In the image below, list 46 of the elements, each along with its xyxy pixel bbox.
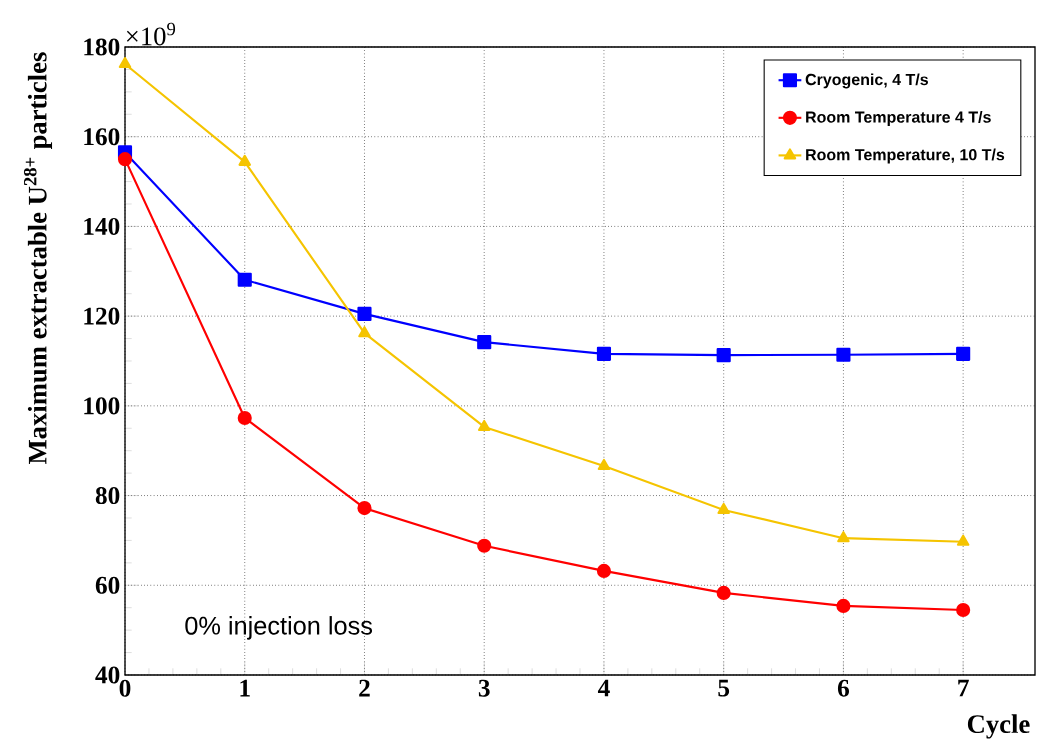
x-tick-label: 2 xyxy=(359,679,370,697)
y-tick-label: 100 xyxy=(84,397,120,415)
x-axis-title: Cycle xyxy=(967,714,1030,739)
point xyxy=(956,602,971,618)
y-tick-label: 40 xyxy=(95,666,120,684)
point xyxy=(717,502,730,514)
x-tick-label: 5 xyxy=(718,679,730,697)
point xyxy=(118,56,132,69)
y-tick-label: 140 xyxy=(84,217,120,235)
point xyxy=(477,538,492,553)
y-tick-label: 60 xyxy=(95,576,120,594)
point xyxy=(596,563,612,578)
point xyxy=(117,152,133,167)
point xyxy=(956,346,971,361)
x-tick-label: 6 xyxy=(837,679,850,697)
y-tick-label: 80 xyxy=(95,487,120,505)
x-tick-label: 1 xyxy=(240,679,250,697)
point xyxy=(596,346,612,361)
y-tick-label: 180 xyxy=(84,38,120,56)
point xyxy=(238,154,252,166)
legend-label: Room Temperature, 10 T/s xyxy=(806,148,1005,164)
y-tick-label: 160 xyxy=(84,128,120,146)
text: ×10$^{9}$ xyxy=(126,22,176,46)
y-tick-label: 120 xyxy=(84,307,120,325)
x-tick-label: 7 xyxy=(958,679,969,697)
point xyxy=(237,410,252,426)
point xyxy=(716,348,731,363)
point xyxy=(716,585,731,600)
legend-label: Cryogenic, 4 T/s xyxy=(805,73,928,89)
point xyxy=(357,306,372,321)
y-axis-title: Maximum extractable U$^{28+}$ particles xyxy=(23,52,53,465)
legend-label: Room Temperature 4 T/s xyxy=(806,111,991,126)
point xyxy=(597,458,611,471)
x-tick-label: 3 xyxy=(478,679,490,697)
point xyxy=(837,531,850,543)
point xyxy=(477,335,492,350)
x-tick-label: 0 xyxy=(119,679,131,697)
annotation: 0% injection loss xyxy=(185,616,373,640)
x-tick-label: 4 xyxy=(597,679,610,697)
point xyxy=(836,598,851,613)
point xyxy=(956,534,970,546)
point xyxy=(477,419,491,431)
point xyxy=(237,272,252,287)
point xyxy=(358,326,371,338)
point xyxy=(836,347,851,362)
point xyxy=(357,501,372,516)
